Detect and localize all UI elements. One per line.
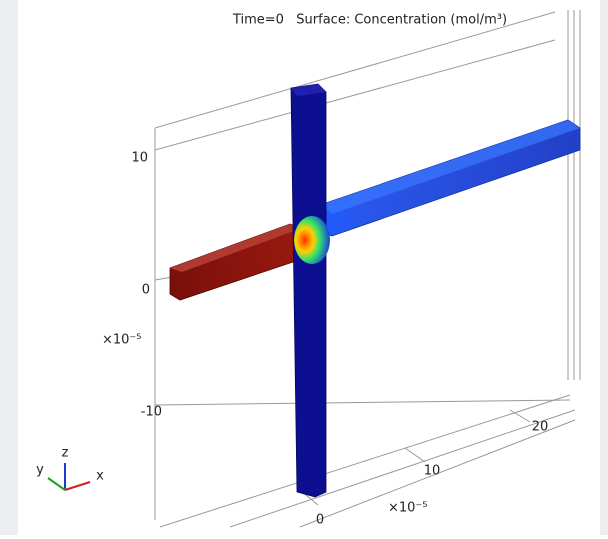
z-tick-label: 10 [131,151,148,166]
x-tick-label: 0 [316,513,324,528]
triad-label: y [36,463,44,478]
z-multiplier: ×10⁻⁵ [102,333,142,348]
x-tick-label: 10 [424,464,441,479]
geometry [170,84,580,497]
plot-view: Time=0 Surface: Concentration (mol/m³) 1… [0,0,608,535]
plot-title: Time=0 Surface: Concentration (mol/m³) [232,13,507,28]
axis-triad: z y x [36,446,104,491]
side-strip [600,0,608,535]
x-multiplier: ×10⁻⁵ [388,501,428,516]
side-strip [0,0,18,535]
z-tick-label: 0 [142,283,150,298]
triad-label: x [96,469,104,484]
z-tick-label: -10 [141,405,162,420]
triad-label: z [62,446,69,461]
page: Time=0 Surface: Concentration (mol/m³) 1… [0,0,608,535]
x-tick-label: 20 [532,420,549,435]
